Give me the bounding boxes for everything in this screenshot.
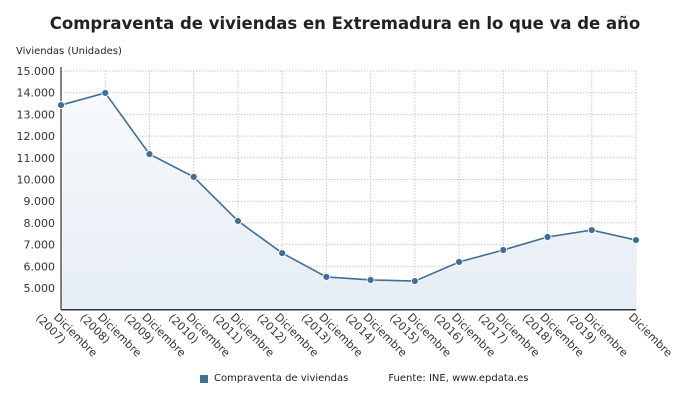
data-point xyxy=(587,226,596,234)
x-tick-label: Diciembre xyxy=(626,311,675,360)
y-tick-label: 15.000 xyxy=(17,65,56,78)
x-tick-label: Diciembre(2013) xyxy=(299,302,366,369)
data-point xyxy=(278,249,287,257)
x-tick-label: Diciembre(2016) xyxy=(431,302,498,369)
y-tick-label: 13.000 xyxy=(17,108,56,121)
x-tick-label: Diciembre(2010) xyxy=(166,302,233,369)
data-point xyxy=(101,89,110,97)
data-point xyxy=(543,233,552,241)
data-point xyxy=(455,258,463,266)
y-tick-label: 14.000 xyxy=(17,87,56,100)
y-tick-label: 11.000 xyxy=(17,152,56,165)
x-tick-label: Diciembre(2018) xyxy=(520,302,587,369)
chart-title: Compraventa de viviendas en Extremadura … xyxy=(49,14,641,33)
x-tick-label: Diciembre(2019) xyxy=(564,302,631,369)
data-point xyxy=(189,172,198,181)
data-point xyxy=(322,273,331,281)
x-tick-label: Diciembre(2014) xyxy=(343,302,410,369)
y-tick-label: 9.000 xyxy=(24,195,56,208)
x-tick-label: Diciembre(2011) xyxy=(210,302,277,369)
y-tick-label: 6.000 xyxy=(24,260,56,273)
x-tick-label: Diciembre(2017) xyxy=(476,302,543,369)
data-point xyxy=(57,101,65,109)
y-tick-label: 10.000 xyxy=(17,174,56,187)
legend-swatch xyxy=(200,374,208,383)
data-point xyxy=(145,150,154,159)
x-tick-label: Diciembre(2012) xyxy=(254,302,321,369)
source-text: Fuente: INE, www.epdata.es xyxy=(388,373,529,384)
y-tick-label: 7.000 xyxy=(24,239,56,252)
series-line xyxy=(60,91,637,282)
x-tick-label: Diciembre(2015) xyxy=(387,302,454,369)
x-tick-label: Diciembre(2009) xyxy=(122,302,189,369)
y-axis-label: Viviendas (Unidades) xyxy=(16,46,122,57)
data-point xyxy=(366,276,375,284)
data-point xyxy=(632,236,640,244)
y-tick-label: 12.000 xyxy=(17,130,56,143)
data-point xyxy=(234,217,242,225)
x-tick-label: Diciembre(2007) xyxy=(33,302,100,369)
x-tick-label: Diciembre(2008) xyxy=(77,302,144,369)
legend-label[interactable]: Compraventa de viviendas xyxy=(214,373,349,384)
data-point xyxy=(499,246,508,254)
area-fill xyxy=(61,92,636,310)
legend: Compraventa de viviendas Fuente: INE, ww… xyxy=(200,373,528,384)
y-tick-label: 8.000 xyxy=(24,217,56,230)
data-point xyxy=(410,277,419,285)
y-tick-label: 5.000 xyxy=(24,282,56,295)
